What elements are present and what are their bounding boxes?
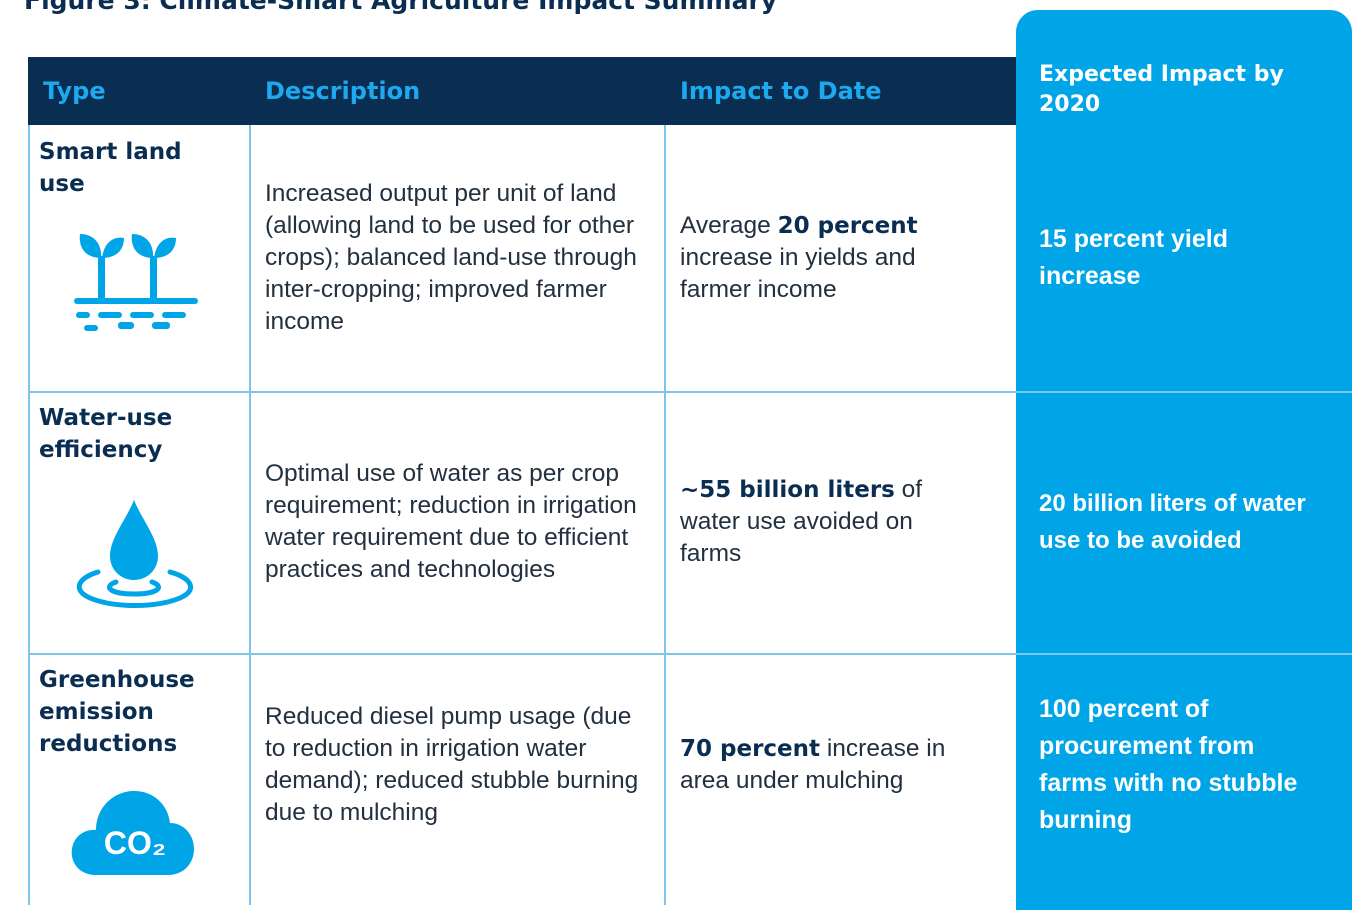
row-expected: 15 percent yield increase: [1039, 225, 1228, 290]
border: [28, 125, 30, 905]
water-drop-icon: [76, 500, 194, 608]
header-cell: Expected Impact by 2020: [1039, 62, 1284, 117]
row-impact: Average 20 percent increase in yields an…: [680, 125, 980, 391]
expected-column-bg: [1016, 10, 1352, 910]
row-description: Reduced diesel pump usage (due to reduct…: [265, 703, 639, 826]
border: [28, 653, 1352, 655]
row-expected: 20 billion liters of water use to be avo…: [1039, 490, 1306, 554]
row-description: Increased output per unit of land (allow…: [265, 180, 637, 335]
impact-text: increase in yields and farmer income: [680, 244, 916, 303]
row-impact: 70 percent increase in area under mulchi…: [680, 653, 980, 897]
impact-text: Average: [680, 212, 778, 239]
header-cell: Impact to Date: [680, 77, 882, 105]
impact-text: of water use avoided on farms: [680, 476, 923, 567]
row-type: Water-use efficiency: [39, 405, 173, 463]
header-cell: Type: [43, 77, 106, 105]
impact-text: 20 percent: [777, 213, 918, 239]
table-header: [28, 57, 1016, 125]
header-cell: Description: [265, 77, 421, 105]
row-type: Smart land use: [39, 139, 182, 197]
border: [249, 125, 251, 905]
border: [664, 125, 666, 905]
row-expected: 100 percent of procurement from farms wi…: [1039, 695, 1298, 834]
row-type: Greenhouse emission reductions: [39, 667, 195, 757]
border: [28, 391, 1352, 393]
impact-text: increase in area under mulching: [680, 735, 946, 794]
row-description: Optimal use of water as per crop require…: [265, 460, 637, 583]
row-impact: ~55 billion liters of water use avoided …: [680, 391, 980, 653]
figure-title: Figure 3: Climate-Smart Agriculture Impa…: [24, 0, 778, 15]
impact-text: ~55 billion liters: [680, 477, 895, 503]
impact-text: 70 percent: [680, 736, 821, 762]
icon-label: CO₂: [103, 825, 167, 861]
cloud-icon: [71, 791, 194, 875]
sprout-icon: [74, 234, 198, 331]
